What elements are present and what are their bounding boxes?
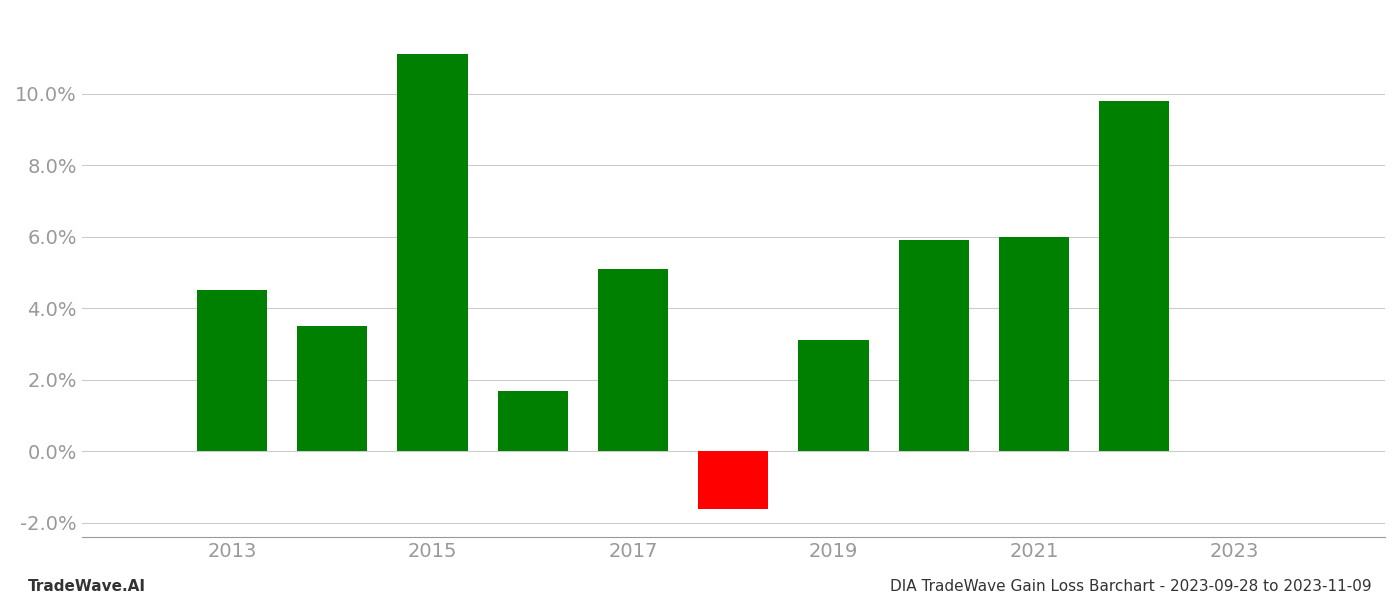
Text: DIA TradeWave Gain Loss Barchart - 2023-09-28 to 2023-11-09: DIA TradeWave Gain Loss Barchart - 2023-… xyxy=(890,579,1372,594)
Bar xyxy=(497,391,568,451)
Bar xyxy=(699,451,769,509)
Bar xyxy=(297,326,367,451)
Bar xyxy=(398,55,468,451)
Bar xyxy=(197,290,267,451)
Bar xyxy=(598,269,668,451)
Bar xyxy=(1000,237,1070,451)
Text: TradeWave.AI: TradeWave.AI xyxy=(28,579,146,594)
Bar xyxy=(798,340,868,451)
Bar xyxy=(1099,101,1169,451)
Bar xyxy=(899,241,969,451)
